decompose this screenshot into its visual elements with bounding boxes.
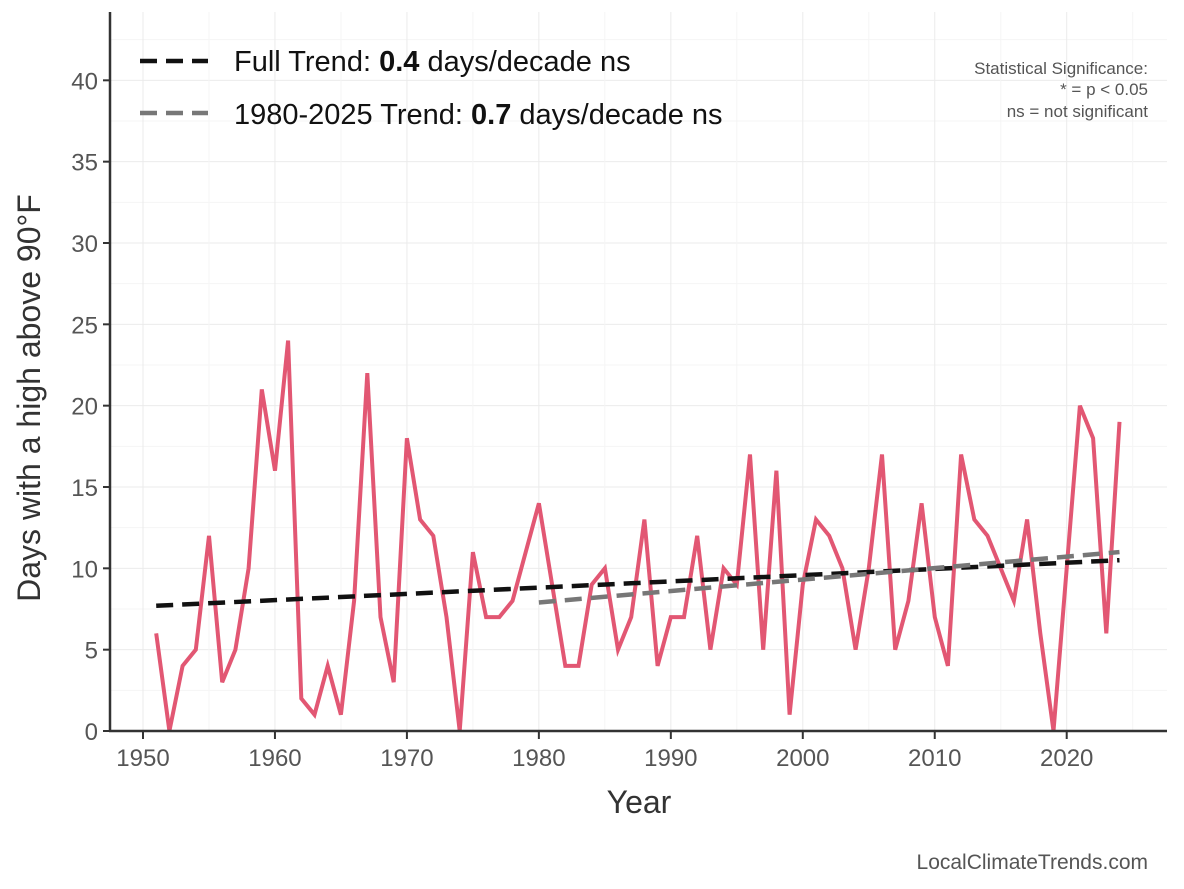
grid <box>110 12 1167 732</box>
full-trend-line <box>156 557 1120 608</box>
y-tick-label: 10 <box>71 556 98 583</box>
y-tick-label: 40 <box>71 68 98 95</box>
x-tick-label: 2000 <box>776 745 829 772</box>
source-credit: LocalClimateTrends.com <box>917 851 1148 874</box>
x-tick-label: 1990 <box>644 745 697 772</box>
significance-note: Statistical Significance: * = p < 0.05 n… <box>974 59 1148 121</box>
x-tick-label: 1950 <box>116 745 169 772</box>
y-axis-label: Days with a high above 90°F <box>11 194 47 602</box>
data-series <box>154 340 1122 732</box>
x-tick-label: 2020 <box>1040 745 1093 772</box>
x-tick-label: 1970 <box>380 745 433 772</box>
x-tick-label: 2010 <box>908 745 961 772</box>
axes <box>103 12 1167 739</box>
y-tick-label: 30 <box>71 231 98 258</box>
trend-lines <box>156 549 1120 608</box>
y-tick-label: 25 <box>71 312 98 339</box>
y-tick-label: 35 <box>71 150 98 177</box>
legend-label-full-trend: Full Trend: 0.4 days/decade ns <box>234 46 631 78</box>
x-axis-label: Year <box>607 784 672 820</box>
legend: Full Trend: 0.4 days/decade ns 1980-2025… <box>140 46 723 131</box>
significance-title: Statistical Significance: <box>974 59 1148 78</box>
recent-trend-line <box>538 549 1120 605</box>
y-tick-label: 15 <box>71 475 98 502</box>
legend-label-recent-trend: 1980-2025 Trend: 0.7 days/decade ns <box>234 99 723 131</box>
y-tick-label: 20 <box>71 394 98 421</box>
tick-labels: 0 5 10 15 20 25 30 35 40 1950 1960 1970 1980 1990 2000… <box>71 68 1093 772</box>
y-tick-label: 0 <box>85 719 98 746</box>
significance-line-2: * = p < 0.05 <box>1060 80 1148 99</box>
series-line <box>154 340 1122 732</box>
significance-line-3: ns = not significant <box>1007 102 1149 121</box>
x-tick-label: 1980 <box>512 745 565 772</box>
y-tick-label: 5 <box>85 638 98 665</box>
x-tick-label: 1960 <box>248 745 301 772</box>
